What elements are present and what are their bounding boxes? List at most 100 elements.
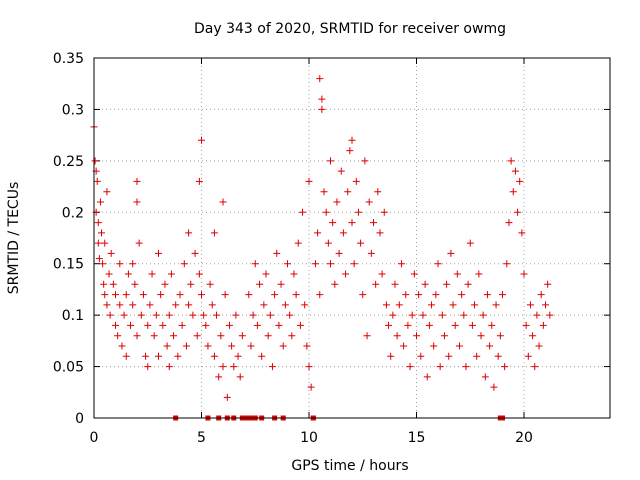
data-point: [395, 301, 403, 309]
data-point: [155, 249, 162, 257]
data-point: [101, 239, 109, 247]
data-point: [198, 136, 205, 144]
data-point: [486, 342, 494, 350]
data-point: [109, 280, 117, 288]
data-point: [133, 198, 141, 206]
data-point: [397, 260, 405, 268]
data-point: [303, 342, 311, 350]
chart-title: Day 343 of 2020, SRMTID for receiver owm…: [194, 21, 506, 37]
data-point: [361, 157, 369, 165]
data-point: [103, 188, 111, 196]
data-point: [430, 342, 438, 350]
data-point: [456, 342, 463, 350]
y-tick-label: 0.1: [62, 308, 84, 324]
data-point: [247, 342, 255, 350]
data-point: [105, 270, 113, 278]
data-point: [296, 321, 304, 329]
data-point: [410, 270, 418, 278]
data-point: [322, 208, 330, 216]
data-point: [417, 352, 425, 360]
data-point: [402, 291, 410, 299]
data-point: [365, 198, 373, 206]
data-point: [204, 342, 212, 350]
data-point: [182, 342, 190, 350]
data-point: [245, 291, 253, 299]
data-point: [106, 311, 114, 319]
data-point: [423, 373, 431, 381]
axis-ticks: 0 0.05 0.1 0.15 0.2 0.25 0.3 0.35 0 5 10 15 20: [53, 51, 610, 446]
data-point: [331, 280, 339, 288]
data-point: [391, 280, 399, 288]
data-point: [382, 301, 390, 309]
data-point: [133, 177, 141, 185]
data-point: [94, 219, 102, 227]
data-point: [471, 301, 479, 309]
data-point: [408, 311, 416, 319]
data-point: [127, 321, 135, 329]
x-tick-label: 15: [408, 430, 426, 446]
data-point: [305, 177, 313, 185]
data-point: [531, 363, 539, 371]
data-point: [114, 332, 122, 340]
data-point: [404, 321, 412, 329]
data-point: [339, 229, 347, 237]
data-point: [359, 291, 367, 299]
data-point: [249, 311, 257, 319]
data-point: [210, 229, 218, 237]
data-point: [522, 321, 530, 329]
data-point: [155, 352, 162, 360]
data-point: [277, 280, 285, 288]
data-point: [120, 311, 128, 319]
data-point: [290, 270, 298, 278]
y-tick-label: 0.05: [53, 360, 84, 376]
y-axis-label: SRMTID / TECUs: [6, 182, 22, 295]
data-point: [163, 342, 171, 350]
data-point: [370, 219, 377, 227]
data-point: [490, 383, 498, 391]
data-point: [122, 291, 130, 299]
data-point: [421, 280, 429, 288]
data-point: [129, 301, 137, 309]
data-point: [344, 188, 352, 196]
data-point: [135, 239, 143, 247]
data-point: [131, 280, 139, 288]
data-point: [352, 177, 360, 185]
data-point: [449, 301, 457, 309]
data-point: [193, 332, 201, 340]
data-point: [372, 280, 380, 288]
data-point: [176, 291, 184, 299]
data-point: [103, 301, 111, 309]
data-point: [112, 321, 119, 329]
data-point: [460, 311, 468, 319]
data-point: [187, 280, 195, 288]
data-point: [378, 270, 386, 278]
data-point: [225, 321, 233, 329]
data-point: [139, 291, 147, 299]
data-point: [256, 280, 264, 288]
data-point: [314, 229, 322, 237]
data-point: [329, 219, 337, 227]
data-point: [167, 270, 175, 278]
data-point: [546, 311, 554, 319]
data-point: [116, 301, 124, 309]
data-point: [311, 260, 319, 268]
data-point: [400, 342, 408, 350]
data-point: [195, 270, 203, 278]
data-point: [473, 352, 481, 360]
data-point: [462, 363, 470, 371]
data-point: [234, 352, 242, 360]
data-point: [533, 311, 541, 319]
data-point: [271, 291, 279, 299]
data-point: [116, 260, 124, 268]
y-tick-label: 0: [75, 411, 84, 427]
data-point: [230, 363, 238, 371]
data-point: [488, 321, 496, 329]
data-point: [137, 311, 145, 319]
grid-lines: [94, 58, 610, 418]
data-point: [159, 321, 167, 329]
data-point: [215, 373, 223, 381]
data-point: [542, 301, 549, 309]
data-point: [335, 249, 343, 257]
data-point: [413, 332, 420, 340]
